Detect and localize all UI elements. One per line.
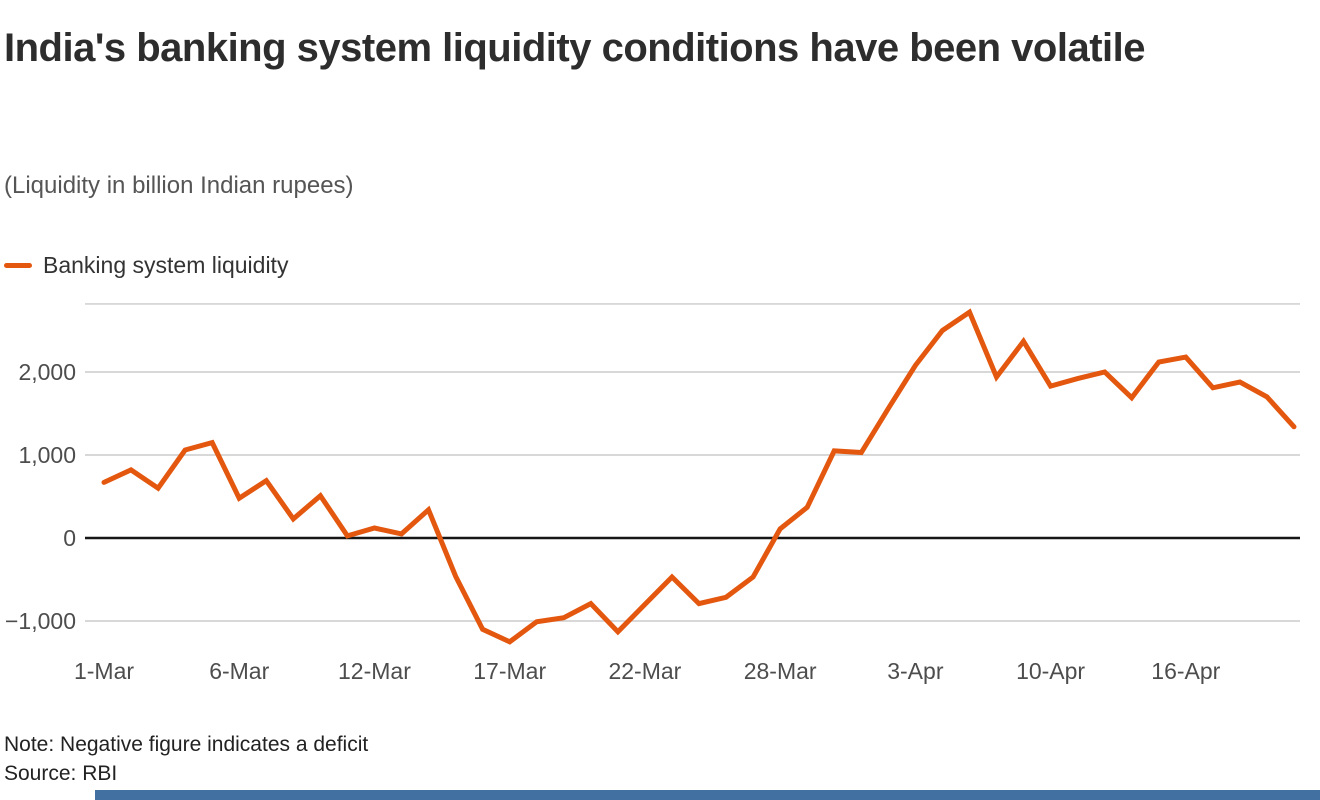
y-tick-label: 0 bbox=[63, 525, 76, 551]
y-tick-label: 1,000 bbox=[18, 442, 76, 468]
chart-subtitle: (Liquidity in billion Indian rupees) bbox=[4, 172, 354, 199]
y-tick-label: −1,000 bbox=[5, 608, 76, 634]
x-tick-label: 3-Apr bbox=[887, 658, 944, 684]
chart-note: Note: Negative figure indicates a defici… bbox=[4, 733, 369, 756]
x-tick-label: 16-Apr bbox=[1151, 658, 1220, 684]
x-tick-label: 22-Mar bbox=[608, 658, 681, 684]
bottom-accent-bar bbox=[95, 790, 1320, 800]
legend: Banking system liquidity bbox=[4, 252, 288, 279]
chart-source: Source: RBI bbox=[4, 762, 118, 785]
banking-system-liquidity-line bbox=[101, 308, 1297, 645]
x-tick-label: 10-Apr bbox=[1016, 658, 1085, 684]
legend-series-label: Banking system liquidity bbox=[43, 252, 289, 278]
x-tick-label: 12-Mar bbox=[338, 658, 411, 684]
x-tick-label: 17-Mar bbox=[473, 658, 546, 684]
y-tick-label: 2,000 bbox=[18, 359, 76, 385]
x-tick-label: 6-Mar bbox=[209, 658, 269, 684]
x-tick-label: 28-Mar bbox=[744, 658, 817, 684]
x-tick-label: 1-Mar bbox=[74, 658, 134, 684]
legend-line-swatch bbox=[4, 263, 32, 268]
chart-title: India's banking system liquidity conditi… bbox=[4, 26, 1146, 70]
